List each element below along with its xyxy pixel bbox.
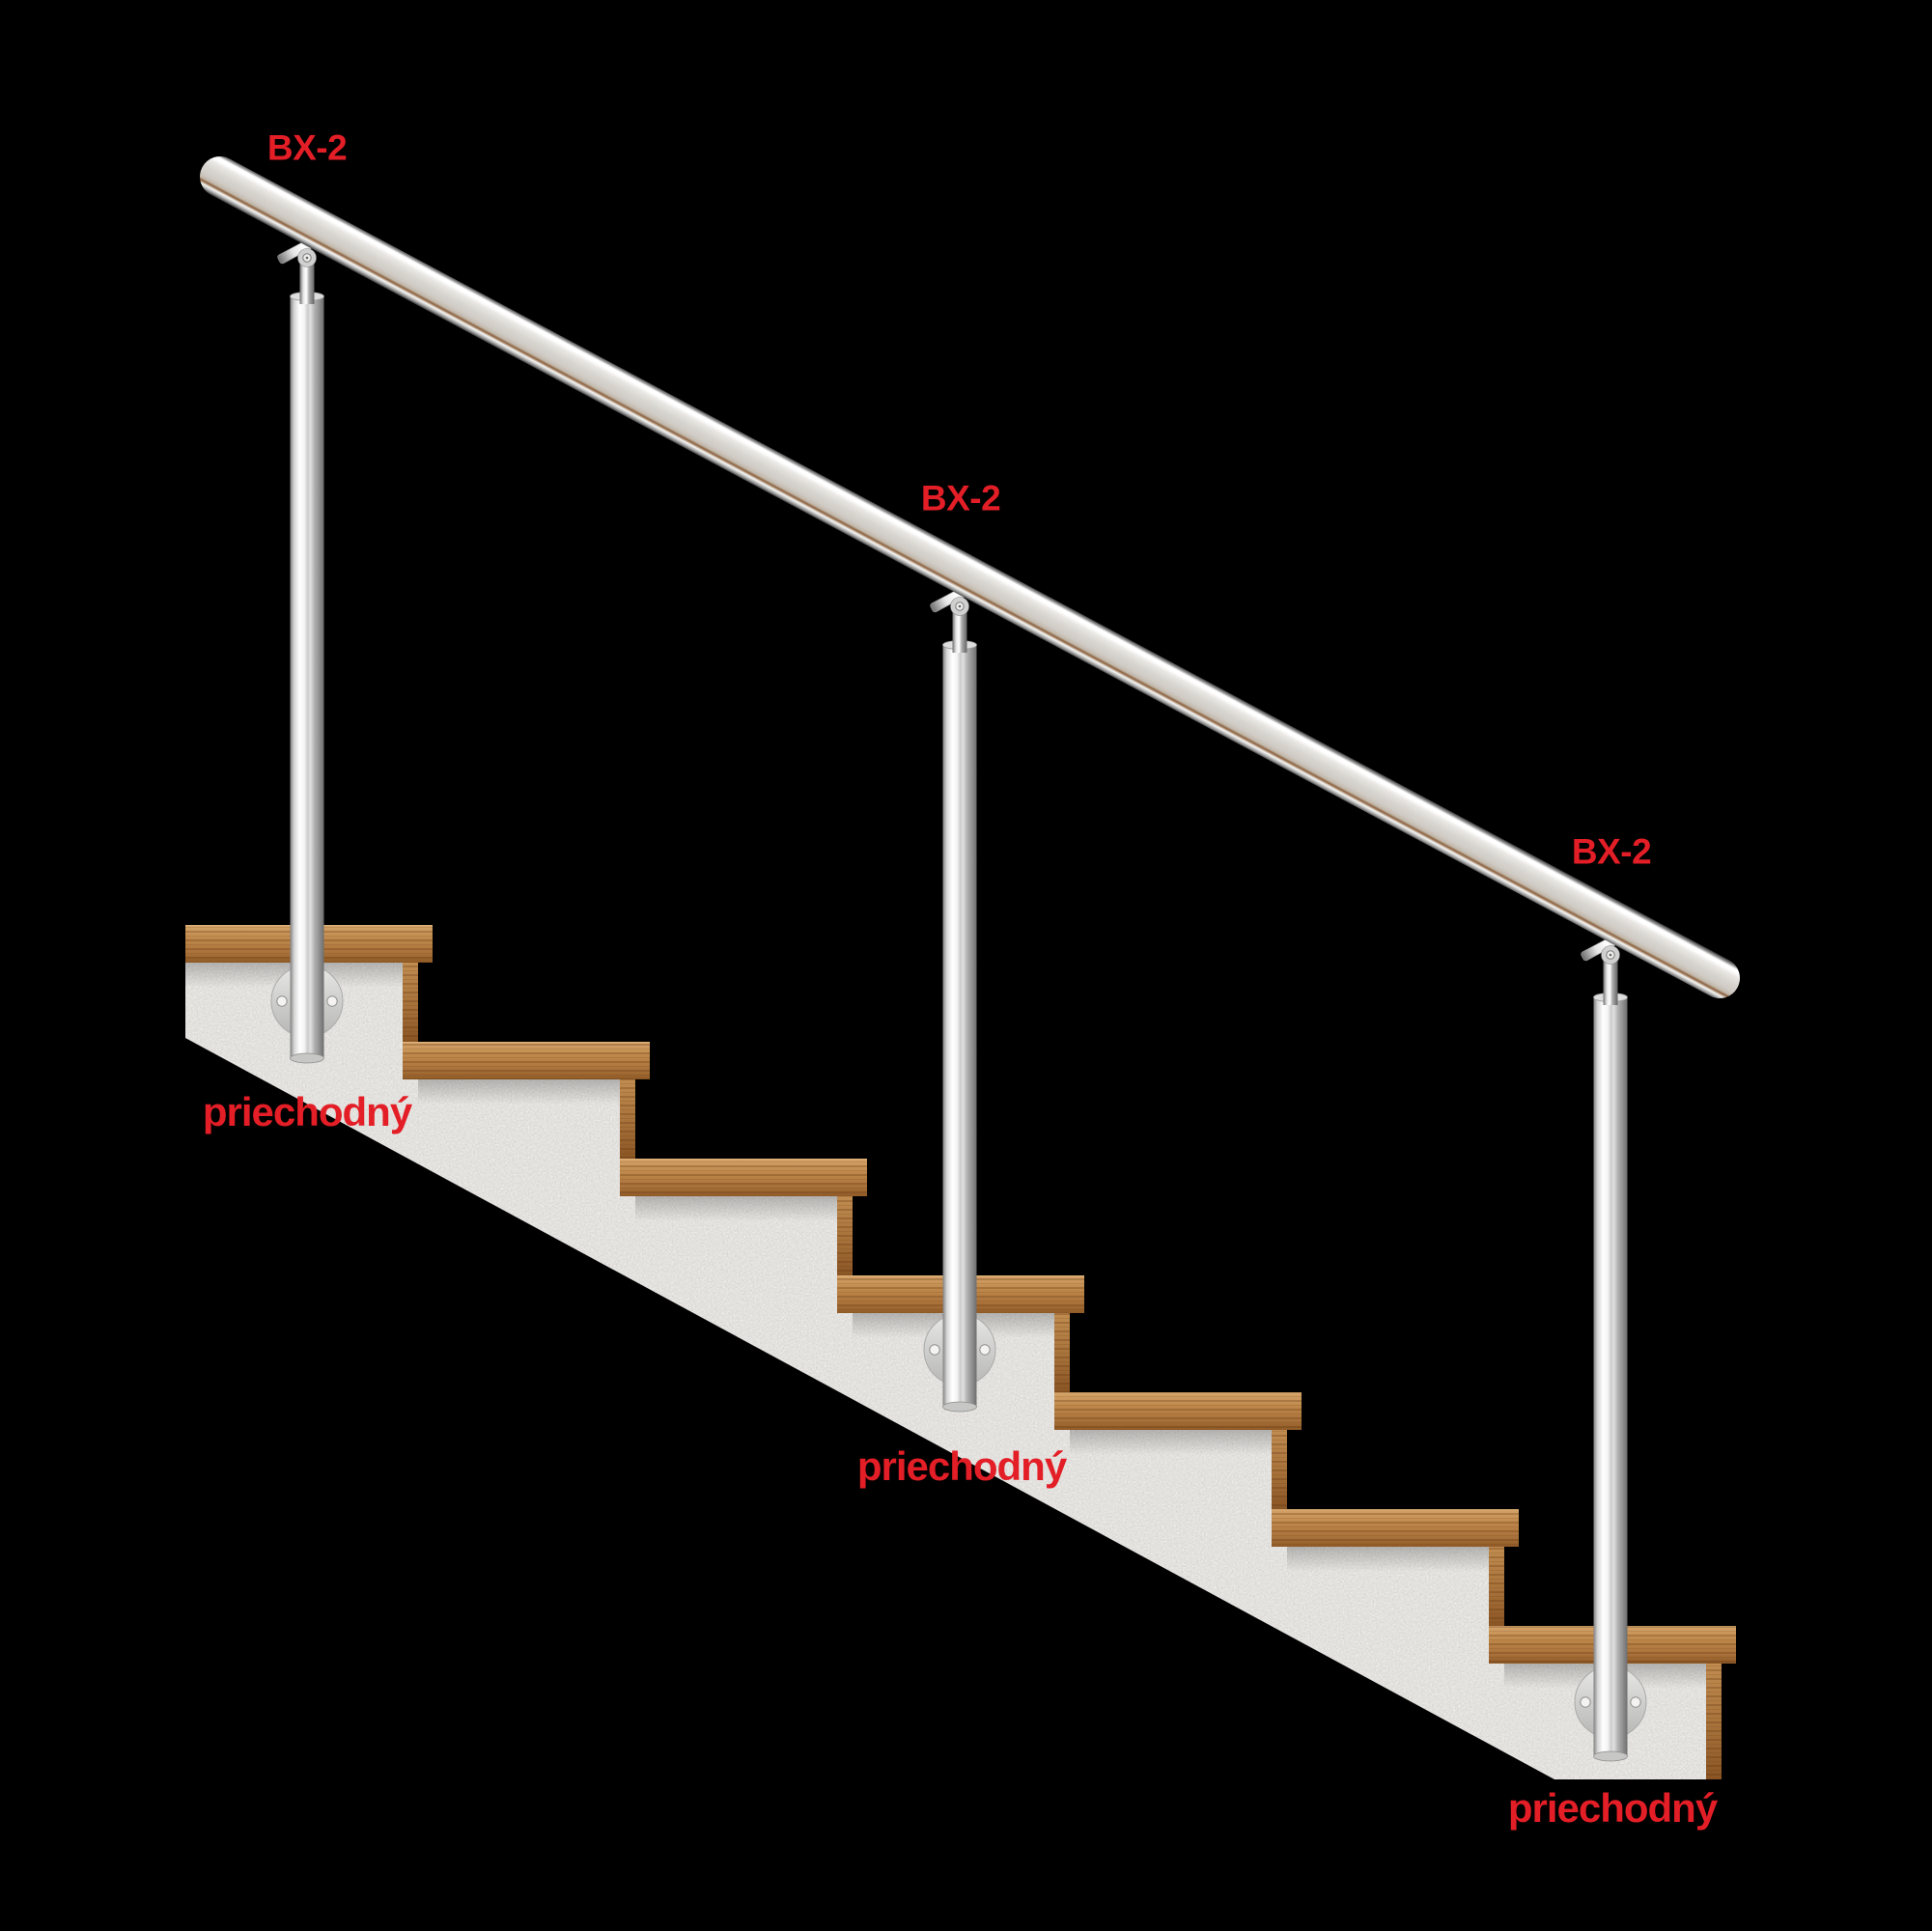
tread-shadow xyxy=(1287,1547,1504,1572)
handrail-label-2: BX-2 xyxy=(920,478,1001,518)
screw-hole xyxy=(929,1344,940,1356)
wood-grain-overlay xyxy=(1272,1509,1519,1547)
mount-label-2: priechodný xyxy=(856,1443,1067,1489)
tread-shadow xyxy=(1070,1430,1287,1455)
wood-grain-overlay xyxy=(620,1159,867,1196)
tread-shadow xyxy=(635,1196,853,1221)
screw-hole xyxy=(979,1344,991,1356)
saddle-stem xyxy=(952,608,967,653)
handrail-tube xyxy=(200,156,1740,998)
handrail xyxy=(200,156,1740,998)
screw-hole xyxy=(1580,1696,1591,1708)
saddle-screw-center xyxy=(305,256,309,260)
wood-grain-overlay xyxy=(1706,1664,1722,1779)
wood-grain-overlay xyxy=(837,1196,853,1275)
stair-risers xyxy=(403,963,1722,1779)
post-body xyxy=(1593,997,1628,1757)
handrail-label-1: BX-2 xyxy=(266,127,348,168)
saddle-stem xyxy=(299,260,315,304)
screw-hole xyxy=(326,995,338,1007)
handrail-post-2 xyxy=(942,640,977,1413)
tread-shadow xyxy=(418,1079,635,1105)
post-body xyxy=(942,645,977,1408)
post-body xyxy=(290,296,324,1059)
post-bottom-cap xyxy=(290,1052,324,1064)
saddle-stem xyxy=(1603,957,1618,1005)
screw-hole xyxy=(1630,1696,1641,1708)
wood-grain-overlay xyxy=(1272,1430,1287,1509)
mount-label-1: priechodný xyxy=(202,1089,412,1134)
saddle-screw-center xyxy=(1609,953,1612,957)
handrail-post-1 xyxy=(290,292,324,1064)
mount-label-3: priechodný xyxy=(1507,1785,1718,1831)
staircase-steps xyxy=(185,925,1736,1779)
wood-grain-overlay xyxy=(403,1042,650,1079)
saddle-screw-center xyxy=(958,604,962,608)
handrail-label-3: BX-2 xyxy=(1571,831,1652,872)
wood-grain-overlay xyxy=(1054,1392,1302,1430)
post-bottom-cap xyxy=(942,1401,977,1413)
handrail-post-3 xyxy=(1593,993,1628,1762)
wood-grain-overlay xyxy=(1054,1313,1070,1392)
wood-grain-overlay xyxy=(403,963,418,1042)
wood-grain-overlay xyxy=(1489,1547,1504,1626)
post-bottom-cap xyxy=(1593,1750,1628,1762)
wood-grain-overlay xyxy=(620,1079,635,1159)
handrail-posts xyxy=(290,292,1628,1762)
screw-hole xyxy=(276,995,288,1007)
